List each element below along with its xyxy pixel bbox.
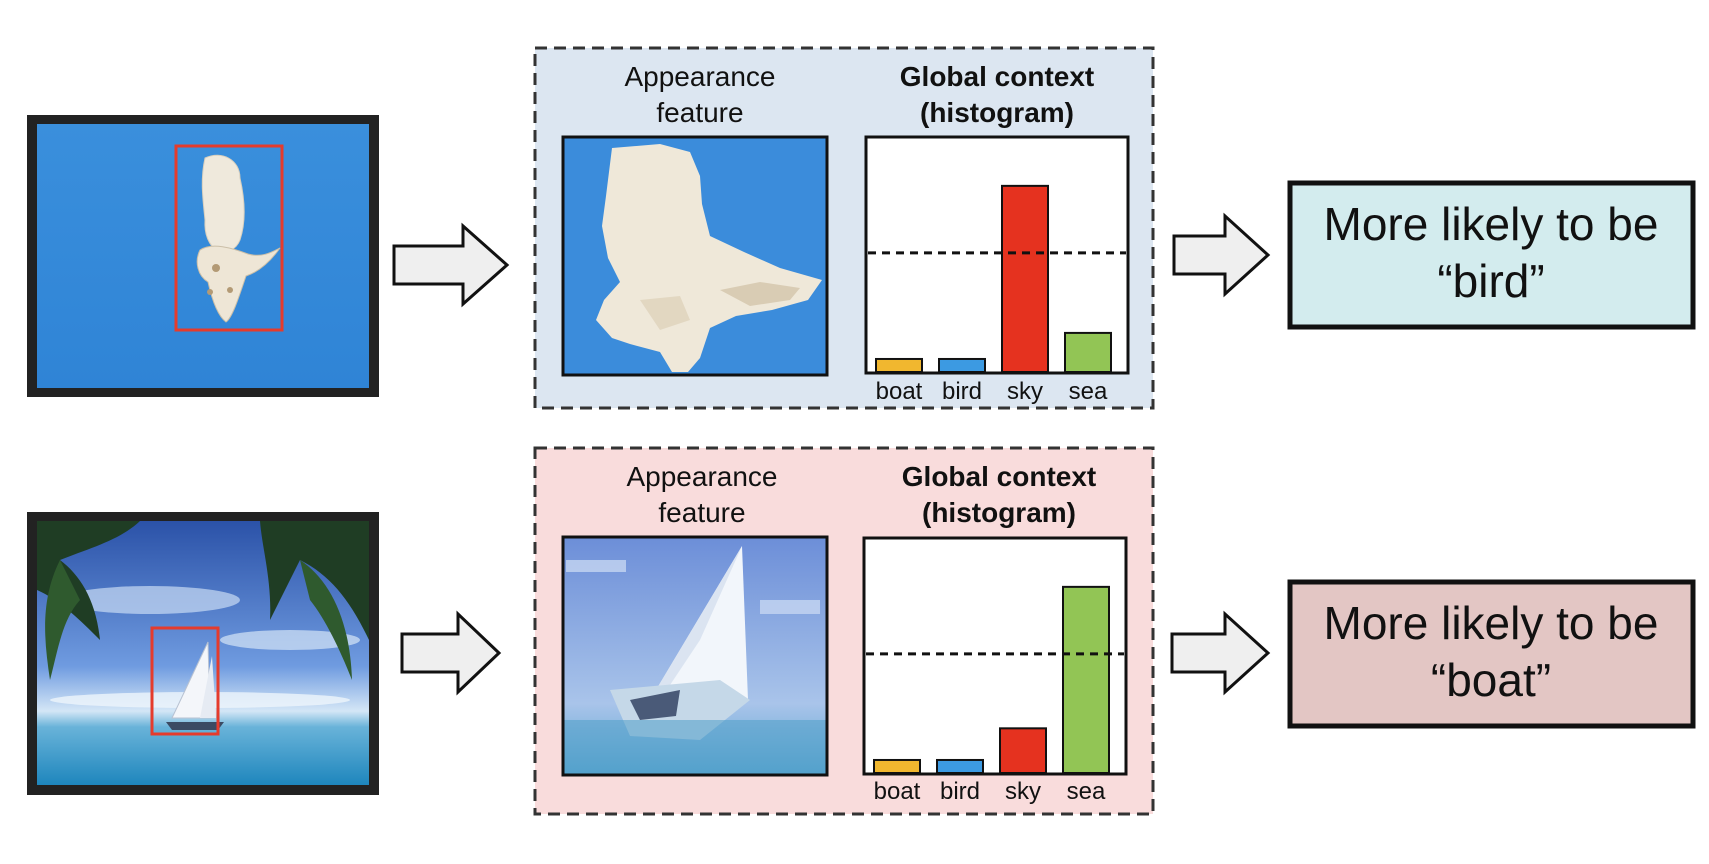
bird-figure — [196, 154, 281, 323]
arrow-icon — [392, 222, 510, 308]
tick-label-bird: bird — [940, 778, 980, 805]
bounding-box — [150, 626, 220, 736]
appearance-label-line2: feature — [656, 97, 743, 128]
bar-sky — [999, 727, 1047, 774]
row-1: Appearance feature Global context (histo… — [27, 46, 1696, 410]
tick-label-sky: sky — [1005, 778, 1041, 805]
sailboat-figure — [166, 641, 224, 730]
tick-label-bird: bird — [942, 378, 982, 405]
palm-fronds — [37, 521, 369, 680]
histogram-2: boat bird sky sea — [862, 536, 1128, 805]
tick-label-boat: boat — [876, 378, 923, 405]
histogram-bars — [873, 585, 1110, 774]
appearance-crop-bird — [561, 135, 829, 377]
bar-sea — [1062, 585, 1110, 774]
result-line1: More likely to be — [1324, 597, 1659, 649]
histogram-1: boat bird sky sea — [864, 135, 1130, 405]
result-line2: “boat” — [1431, 654, 1551, 706]
context-label-line1: Global context — [902, 461, 1096, 492]
appearance-label-line1: Appearance — [626, 461, 777, 492]
result-line1: More likely to be — [1324, 198, 1659, 250]
feature-panel-1: Appearance feature Global context (histo… — [533, 46, 1155, 410]
arrow-icon — [1170, 610, 1271, 696]
histogram-tick-labels: boat bird sky sea — [874, 778, 1106, 805]
histogram-bars — [875, 184, 1112, 374]
appearance-label-line1: Appearance — [624, 61, 775, 92]
row-2: Appearance feature Global context (histo… — [27, 446, 1696, 816]
arrow-icon — [1172, 212, 1271, 298]
bar-boat — [875, 357, 923, 374]
bar-bird — [936, 758, 984, 774]
bar-boat — [873, 758, 921, 774]
tick-label-sea: sea — [1069, 378, 1108, 405]
result-line2: “bird” — [1437, 255, 1544, 307]
tick-label-sea: sea — [1067, 778, 1106, 805]
input-image-sailboat — [27, 512, 379, 795]
appearance-label-line2: feature — [658, 497, 745, 528]
arrow-icon — [400, 610, 502, 696]
input-image-bird — [27, 115, 379, 397]
bar-sky — [1001, 184, 1049, 373]
bar-bird — [938, 357, 986, 374]
context-label-line2: (histogram) — [922, 497, 1076, 528]
context-label-line2: (histogram) — [920, 97, 1074, 128]
tick-label-sky: sky — [1007, 378, 1043, 405]
context-label-line1: Global context — [900, 61, 1094, 92]
appearance-crop-sailboat — [561, 535, 829, 777]
bounding-box — [174, 144, 284, 332]
result-box-1: More likely to be “bird” — [1287, 180, 1696, 330]
tick-label-boat: boat — [874, 778, 921, 805]
feature-panel-2: Appearance feature Global context (histo… — [533, 446, 1155, 816]
bar-sea — [1064, 331, 1112, 373]
histogram-tick-labels: boat bird sky sea — [876, 378, 1108, 405]
result-box-2: More likely to be “boat” — [1287, 579, 1696, 729]
